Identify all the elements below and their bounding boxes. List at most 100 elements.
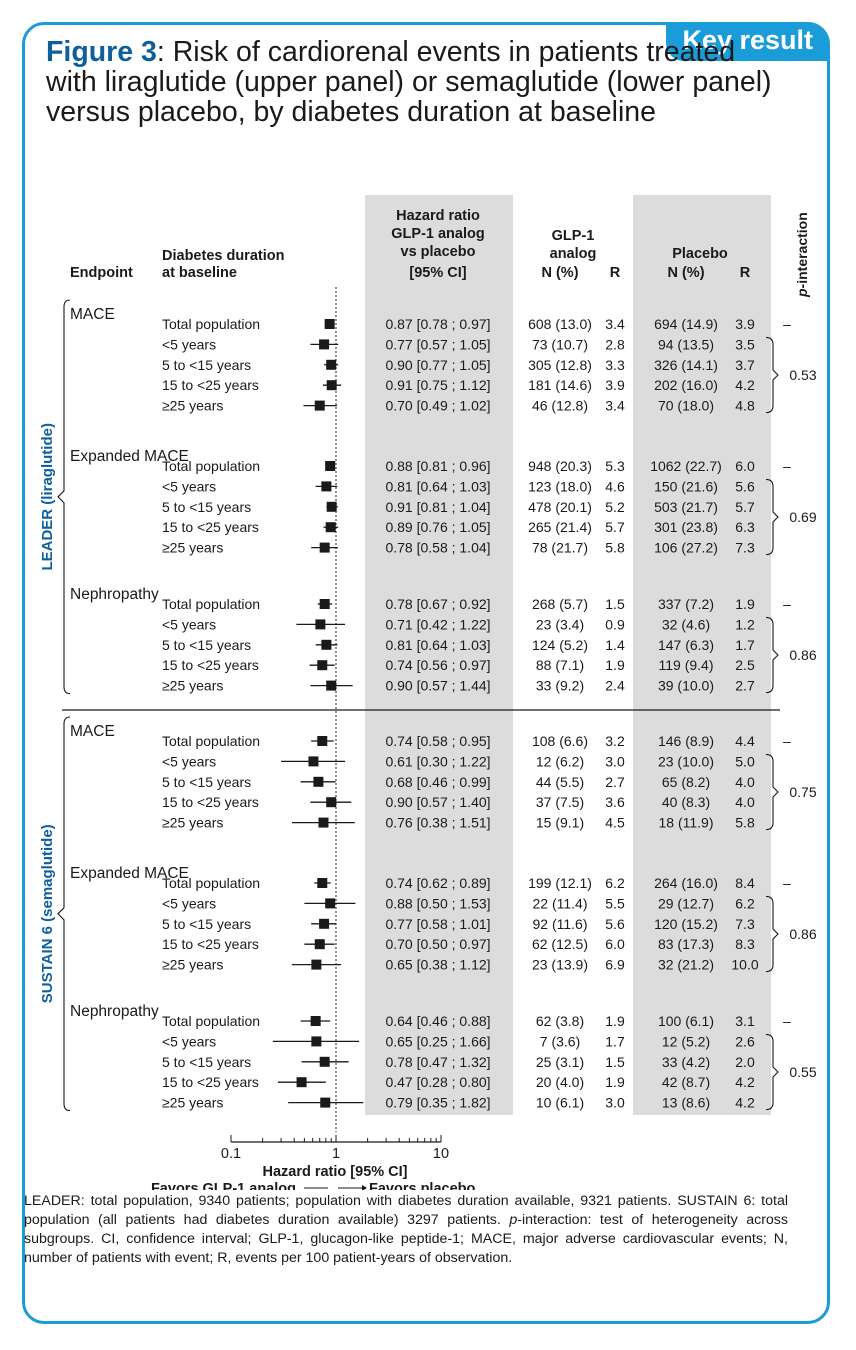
hr-marker — [325, 522, 336, 533]
placebo-r-value: 6.3 — [735, 519, 755, 535]
header-hr-1: Hazard ratio — [396, 208, 480, 224]
glp-n-value: 948 (20.3) — [528, 458, 592, 474]
placebo-n-value: 65 (8.2) — [662, 774, 710, 790]
glp-r-value: 5.2 — [605, 499, 625, 515]
placebo-n-value: 32 (4.6) — [662, 616, 710, 632]
glp-n-value: 78 (21.7) — [532, 540, 588, 556]
hr-marker — [325, 461, 336, 471]
glp-n-value: 268 (5.7) — [532, 596, 588, 612]
placebo-n-value: 326 (14.1) — [654, 357, 718, 373]
subgroup-label: 5 to <15 years — [162, 916, 251, 932]
x-tick-label: 1 — [332, 1146, 340, 1162]
hr-ci-value: 0.78 [0.58 ; 1.04] — [385, 540, 490, 556]
placebo-r-value: 1.2 — [735, 616, 755, 632]
x-tick-label: 10 — [433, 1146, 449, 1162]
hr-ci-value: 0.77 [0.58 ; 1.01] — [385, 916, 490, 932]
trial-label: LEADER (liraglutide) — [39, 423, 56, 571]
glp-n-value: 22 (11.4) — [533, 895, 588, 911]
hr-ci-value: 0.88 [0.50 ; 1.53] — [385, 895, 490, 911]
glp-r-value: 1.9 — [605, 1074, 625, 1090]
placebo-r-value: 2.7 — [735, 678, 755, 694]
endpoint-label: Expanded MACE — [70, 865, 189, 882]
subgroup-label: ≥25 years — [162, 398, 223, 414]
header-p-italic: p — [794, 288, 810, 298]
placebo-n-value: 106 (27.2) — [654, 540, 718, 556]
subgroup-label: <5 years — [162, 336, 216, 352]
header-hr-2: GLP-1 analog — [391, 226, 484, 242]
footnote: LEADER: total population, 9340 patients;… — [24, 1192, 788, 1268]
hr-marker — [310, 1016, 321, 1026]
favors-placebo-label: Favors placebo — [369, 1181, 476, 1190]
footnote-part-1: LEADER: total population, 9340 patients;… — [24, 1193, 788, 1228]
placebo-n-value: 503 (21.7) — [654, 499, 718, 515]
glp-n-value: 15 (9.1) — [536, 815, 584, 831]
subgroup-label: 15 to <25 years — [162, 794, 259, 810]
hr-ci-value: 0.65 [0.38 ; 1.12] — [385, 957, 490, 973]
glp-n-value: 608 (13.0) — [528, 316, 592, 332]
glp-r-value: 6.9 — [605, 957, 625, 973]
hr-ci-value: 0.89 [0.76 ; 1.05] — [385, 519, 490, 535]
hr-marker — [313, 776, 324, 787]
subgroup-label: 15 to <25 years — [162, 936, 259, 952]
placebo-r-value: 4.4 — [735, 733, 755, 749]
hr-marker — [326, 797, 337, 808]
placebo-n-value: 39 (10.0) — [658, 678, 714, 694]
subgroup-label: ≥25 years — [162, 957, 223, 973]
header-glp-2: analog — [550, 246, 597, 262]
header-hr-3: vs placebo — [401, 244, 476, 260]
p-interaction-brace — [765, 616, 779, 694]
hr-marker — [326, 680, 337, 691]
glp-r-value: 5.8 — [605, 540, 625, 556]
footnote-part-2: -interaction: test of heterogeneity acro… — [24, 1212, 788, 1266]
glp-n-value: 265 (21.4) — [528, 519, 592, 535]
p-interaction-value: 0.55 — [789, 1064, 816, 1080]
p-total-dash: – — [783, 458, 791, 474]
subgroup-label: 5 to <15 years — [162, 1054, 251, 1070]
placebo-n-value: 83 (17.3) — [658, 936, 714, 952]
placebo-r-value: 4.0 — [735, 794, 755, 810]
placebo-r-value: 8.4 — [735, 875, 755, 891]
glp-n-value: 181 (14.6) — [528, 377, 592, 393]
subgroup-label: Total population — [162, 875, 260, 891]
placebo-n-value: 146 (8.9) — [658, 733, 714, 749]
glp-r-value: 1.5 — [605, 596, 625, 612]
placebo-r-value: 5.7 — [735, 499, 755, 515]
endpoint-label: Expanded MACE — [70, 448, 189, 465]
endpoint-label: MACE — [70, 723, 115, 740]
glp-r-value: 6.2 — [605, 875, 625, 891]
placebo-n-value: 202 (16.0) — [654, 377, 718, 393]
placebo-r-value: 4.0 — [735, 774, 755, 790]
placebo-n-value: 100 (6.1) — [658, 1013, 714, 1029]
hr-ci-value: 0.47 [0.28 ; 0.80] — [385, 1074, 490, 1090]
glp-r-value: 3.9 — [605, 377, 625, 393]
hr-marker — [317, 736, 328, 746]
p-interaction-brace — [765, 336, 779, 414]
placebo-column-shade — [633, 195, 771, 1115]
glp-r-value: 5.6 — [605, 916, 625, 932]
figure-label: Figure 3 — [46, 36, 157, 68]
header-p-interaction: p-interaction — [794, 212, 810, 298]
hr-ci-value: 0.74 [0.58 ; 0.95] — [385, 733, 490, 749]
placebo-r-value: 2.0 — [735, 1054, 755, 1070]
placebo-n-value: 40 (8.3) — [662, 794, 710, 810]
placebo-r-value: 5.8 — [735, 815, 755, 831]
glp-n-value: 73 (10.7) — [532, 336, 588, 352]
glp-r-value: 3.4 — [605, 398, 625, 414]
placebo-r-value: 3.9 — [735, 316, 755, 332]
subgroup-label: <5 years — [162, 895, 216, 911]
glp-r-value: 3.3 — [605, 357, 625, 373]
glp-n-value: 199 (12.1) — [528, 875, 592, 891]
hr-ci-value: 0.90 [0.57 ; 1.40] — [385, 794, 490, 810]
glp-r-value: 3.0 — [605, 1095, 625, 1111]
glp-r-value: 1.7 — [605, 1033, 625, 1049]
hr-ci-value: 0.79 [0.35 ; 1.82] — [385, 1095, 490, 1111]
placebo-r-value: 1.9 — [735, 596, 755, 612]
figure-title: Figure 3: Risk of cardiorenal events in … — [46, 37, 786, 127]
subgroup-label: <5 years — [162, 1033, 216, 1049]
placebo-r-value: 4.8 — [735, 398, 755, 414]
placebo-n-value: 32 (21.2) — [658, 957, 714, 973]
header-placebo-1: Placebo — [672, 246, 728, 262]
glp-r-value: 5.5 — [605, 895, 625, 911]
glp-n-value: 10 (6.1) — [536, 1095, 584, 1111]
